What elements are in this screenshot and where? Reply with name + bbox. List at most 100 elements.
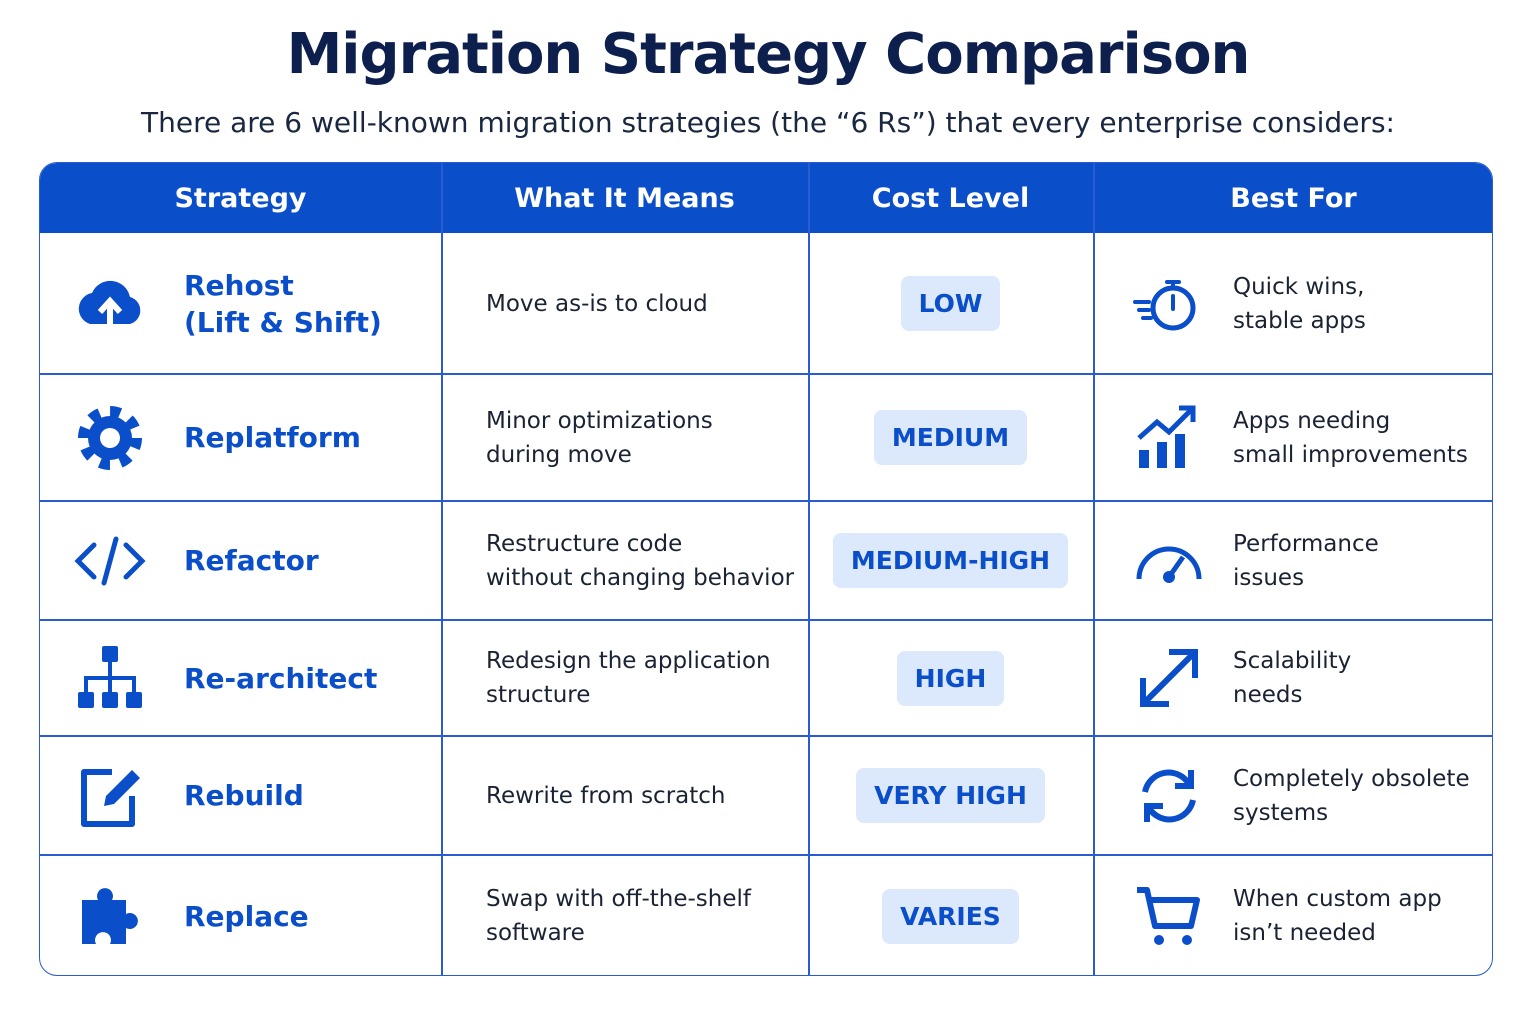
cost-badge: MEDIUM xyxy=(873,410,1028,465)
column-header: Strategy xyxy=(40,163,441,233)
icon xyxy=(1136,546,1202,583)
cost-cell: HIGH xyxy=(808,620,1093,736)
cost-cell: VARIES xyxy=(808,855,1093,975)
meaning-cell: Restructure code without changing behavio… xyxy=(441,501,808,620)
text-line: Scalability xyxy=(1233,648,1352,674)
best-for-cell: Apps needing small improvements xyxy=(1093,374,1492,501)
meaning: Swap with off-the-shelf software xyxy=(486,882,751,950)
text-line: stable apps xyxy=(1233,307,1366,334)
row-divider xyxy=(40,619,1492,621)
strategy-cell: Replace xyxy=(40,855,441,975)
cost-badge: HIGH xyxy=(896,650,1005,706)
row-divider xyxy=(40,373,1492,375)
text-line: during move xyxy=(486,441,632,468)
text-line: needs xyxy=(1233,682,1303,708)
text-line: Rewrite from scratch xyxy=(486,782,726,809)
cost-badge: MEDIUM-HIGH xyxy=(832,533,1069,588)
meaning: Minor optimizations during move xyxy=(486,404,713,472)
text-line: Completely obsolete xyxy=(1233,765,1470,792)
text-line: Quick wins, xyxy=(1233,273,1365,300)
text-line: Rebuild xyxy=(184,779,304,812)
text-line: Replatform xyxy=(184,421,361,454)
row-divider xyxy=(40,854,1492,856)
strategy: Replace xyxy=(184,898,309,935)
meaning-cell: Rewrite from scratch xyxy=(441,736,808,855)
column-header: Best For xyxy=(1093,163,1492,233)
text-line: Replace xyxy=(184,899,309,933)
strategy: Rebuild xyxy=(184,777,304,814)
best-for: Scalability needs xyxy=(1233,644,1351,712)
best-for-cell: Performance issues xyxy=(1093,501,1492,620)
text-line: Re-architect xyxy=(184,661,378,695)
cost-badge: VARIES xyxy=(882,888,1019,944)
text-line: Move as-is to cloud xyxy=(486,290,708,317)
meaning-cell: Minor optimizations during move xyxy=(441,374,808,501)
strategy: Re-architect xyxy=(184,660,377,697)
strategy: Refactor xyxy=(184,542,319,579)
text-line: systems xyxy=(1233,799,1329,826)
strategy-cell: Replatform xyxy=(40,374,441,501)
cost-badge: VERY HIGH xyxy=(856,768,1045,823)
text-line: Rehost xyxy=(184,268,294,302)
icon xyxy=(1133,279,1196,330)
meaning: Redesign the application structure xyxy=(486,644,771,712)
column-header: What It Means xyxy=(441,163,808,233)
column-header: Cost Level xyxy=(808,163,1093,233)
icon xyxy=(78,280,141,332)
icon xyxy=(1137,887,1200,945)
meaning-cell: Swap with off-the-shelf software xyxy=(441,855,808,975)
best-for: Quick wins, stable apps xyxy=(1233,270,1366,338)
cost-cell: VERY HIGH xyxy=(808,736,1093,855)
column-divider xyxy=(1093,163,1095,975)
column-divider xyxy=(441,163,443,975)
strategy-cell: Rehost (Lift & Shift) xyxy=(40,233,441,374)
title: Migration Strategy Comparison xyxy=(286,22,1251,87)
best-for-cell: Completely obsolete systems xyxy=(1093,736,1492,855)
text-line: issues xyxy=(1233,564,1305,591)
meaning: Restructure code without changing behavio… xyxy=(486,527,794,595)
meaning: Rewrite from scratch xyxy=(486,779,726,813)
meaning: Move as-is to cloud xyxy=(486,287,708,321)
strategy-cell: Rebuild xyxy=(40,736,441,855)
best-for: Performance issues xyxy=(1233,527,1379,595)
text-line: without changing behavior xyxy=(486,564,795,591)
text-line: Restructure code xyxy=(486,530,683,557)
icon xyxy=(78,405,142,470)
icon xyxy=(1137,405,1196,468)
subtitle: There are 6 well-known migration strateg… xyxy=(141,106,1395,139)
best-for: Apps needing small improvements xyxy=(1233,404,1468,472)
icon xyxy=(78,646,142,708)
strategy-cell: Re-architect xyxy=(40,620,441,736)
text-line: small improvements xyxy=(1233,441,1468,468)
row-divider xyxy=(40,735,1492,737)
text-line: structure xyxy=(486,682,591,708)
best-for-cell: When custom app isn’t needed xyxy=(1093,855,1492,975)
icon xyxy=(1142,769,1196,822)
column-divider xyxy=(808,163,810,975)
best-for: Completely obsolete systems xyxy=(1233,762,1470,830)
text-line: Apps needing xyxy=(1233,407,1391,434)
text-line: When custom app xyxy=(1233,886,1442,912)
icon xyxy=(81,768,140,827)
text-line: (Lift & Shift) xyxy=(184,305,382,339)
strategy: Replatform xyxy=(184,419,361,456)
text-line: Minor optimizations xyxy=(486,407,713,434)
cost-cell: MEDIUM xyxy=(808,374,1093,501)
best-for-cell: Scalability needs xyxy=(1093,620,1492,736)
text-line: software xyxy=(486,920,585,946)
best-for: When custom app isn’t needed xyxy=(1233,882,1442,950)
row-divider xyxy=(40,500,1492,502)
text-line: Refactor xyxy=(184,544,319,577)
text-line: Performance xyxy=(1233,530,1379,557)
text-line: Swap with off-the-shelf xyxy=(486,886,751,912)
strategy: Rehost (Lift & Shift) xyxy=(184,267,382,341)
cost-cell: MEDIUM-HIGH xyxy=(808,501,1093,620)
strategy-cell: Refactor xyxy=(40,501,441,620)
meaning-cell: Move as-is to cloud xyxy=(441,233,808,374)
text-line: isn’t needed xyxy=(1233,920,1376,946)
icon xyxy=(1140,649,1198,707)
cost-badge: LOW xyxy=(900,276,1001,331)
cost-cell: LOW xyxy=(808,233,1093,374)
icon xyxy=(82,888,138,944)
